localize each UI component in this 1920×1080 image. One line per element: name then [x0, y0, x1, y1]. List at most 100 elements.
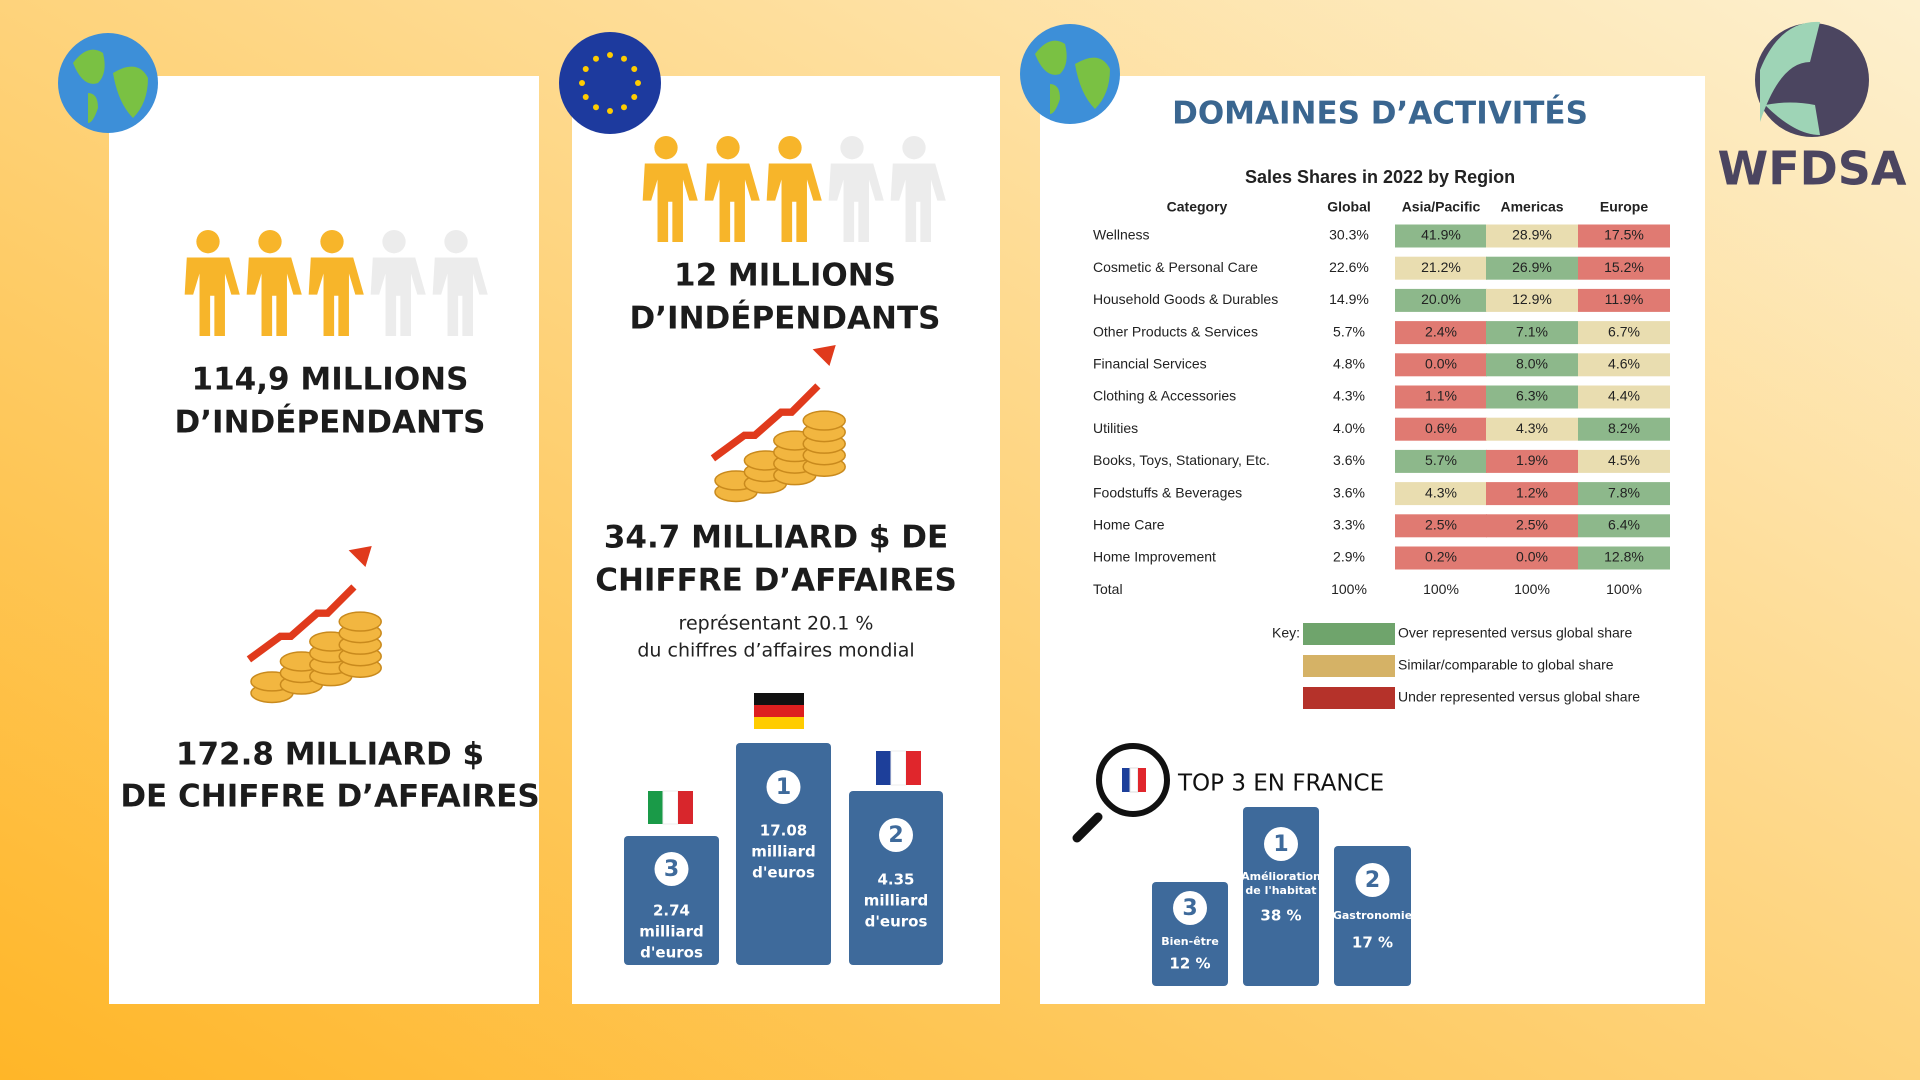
person-icon — [704, 136, 760, 242]
table-cell: 30.3% — [1329, 227, 1369, 243]
person-body — [246, 257, 302, 336]
note-text: représentant 20.1 % — [679, 613, 874, 635]
eu-star — [579, 80, 585, 86]
table-cell: 17.5% — [1604, 227, 1644, 243]
table-cell-bg — [1578, 288, 1670, 312]
podium-value: 12 % — [1169, 955, 1210, 973]
table-cell: Cosmetic & Personal Care — [1093, 259, 1258, 275]
person-head — [320, 230, 344, 254]
person-head — [382, 230, 406, 254]
table-cell: 2.9% — [1333, 549, 1365, 565]
table-cell: 4.3% — [1333, 388, 1365, 404]
rank-badge — [654, 852, 689, 886]
table-cell: 6.3% — [1516, 388, 1548, 404]
eu-star — [621, 104, 627, 111]
person-head — [840, 136, 864, 160]
table-cell-bg — [1578, 514, 1670, 538]
rank-number: 1 — [776, 775, 791, 800]
table-cell: Financial Services — [1093, 356, 1207, 372]
podium-bar — [1243, 807, 1319, 986]
podium-bar — [849, 791, 943, 965]
key-swatch — [1303, 687, 1395, 709]
table-header: Global — [1327, 199, 1371, 215]
table-cell-bg — [1578, 256, 1670, 280]
globe-icon — [1020, 24, 1120, 124]
podium-label: milliard — [751, 843, 815, 861]
growth-arrow — [710, 383, 821, 462]
eu-star — [631, 94, 638, 100]
table-cell-bg — [1486, 321, 1578, 345]
table-cell-bg — [1395, 288, 1487, 312]
person-head — [444, 230, 468, 254]
podium-bar — [1152, 882, 1228, 986]
rank-number: 3 — [1182, 896, 1197, 921]
headline: D’INDÉPENDANTS — [630, 301, 941, 337]
table-cell: 2.5% — [1425, 517, 1457, 533]
table-cell: 28.9% — [1512, 227, 1552, 243]
table-header: Americas — [1500, 199, 1563, 215]
headline: 12 MILLIONS — [674, 258, 896, 294]
table-cell-bg — [1578, 546, 1670, 570]
table-cell: 4.3% — [1516, 420, 1548, 436]
table-cell-bg — [1395, 256, 1487, 280]
magnifier-icon — [1072, 743, 1170, 843]
person-head — [716, 136, 740, 160]
table-cell-bg — [1578, 224, 1670, 248]
coin — [338, 611, 382, 632]
table-cell: 7.8% — [1608, 484, 1640, 500]
podium-label: milliard — [639, 923, 703, 941]
table-cell-bg — [1486, 449, 1578, 473]
table-cell-bg — [1486, 353, 1578, 377]
podium-label: d'euros — [865, 913, 928, 931]
eu-star — [631, 66, 638, 72]
revenue-text: 34.7 MILLIARD $ DE — [604, 520, 948, 556]
eu-star — [582, 66, 589, 72]
table-cell: 8.0% — [1516, 356, 1548, 372]
table-cell: 1.9% — [1516, 452, 1548, 468]
globe-land — [1075, 57, 1110, 109]
table-cell: 0.6% — [1425, 420, 1457, 436]
rank-number: 2 — [1365, 868, 1380, 893]
eu-star — [621, 55, 627, 62]
table-cell: 3.3% — [1333, 517, 1365, 533]
table-cell: Home Care — [1093, 517, 1165, 533]
rank-number: 2 — [888, 823, 903, 848]
podium-bar — [1334, 846, 1411, 986]
table-cell: 15.2% — [1604, 259, 1644, 275]
key-swatch — [1303, 623, 1395, 645]
table-cell: 5.7% — [1333, 323, 1365, 339]
eu-star — [635, 80, 641, 86]
table-cell: 3.6% — [1333, 484, 1365, 500]
person-icon — [246, 230, 302, 336]
table-header: Category — [1167, 199, 1228, 215]
logo-text: WFDSA — [1717, 142, 1906, 196]
person-body — [184, 257, 240, 336]
key-text: Similar/comparable to global share — [1398, 657, 1614, 673]
coins-icon — [246, 546, 382, 704]
table-cell: 5.7% — [1425, 452, 1457, 468]
table-cell: Foodstuffs & Beverages — [1093, 484, 1242, 500]
podium-label: Amélioration — [1241, 870, 1321, 883]
person-icon — [370, 230, 426, 336]
table-cell: 4.6% — [1608, 356, 1640, 372]
table-cell-bg — [1395, 546, 1487, 570]
france-title: TOP 3 EN FRANCE — [1177, 771, 1384, 797]
table-cell: 0.2% — [1425, 549, 1457, 565]
person-head — [196, 230, 220, 254]
table-header: Europe — [1600, 199, 1648, 215]
table-cell: Clothing & Accessories — [1093, 388, 1236, 404]
table-cell: 2.5% — [1516, 517, 1548, 533]
table-cell: 100% — [1514, 581, 1550, 597]
table-cell: 3.6% — [1333, 452, 1365, 468]
table-cell: Utilities — [1093, 420, 1138, 436]
rank-badge — [766, 770, 801, 804]
person-icon — [432, 230, 488, 336]
revenue-text: DE CHIFFRE D’AFFAIRES — [120, 779, 539, 815]
rank-badge — [1355, 863, 1390, 897]
eu-star — [607, 52, 613, 58]
coins-icon — [710, 345, 846, 503]
person-icon — [766, 136, 822, 242]
table-cell-bg — [1578, 321, 1670, 345]
table-cell: 12.9% — [1512, 291, 1552, 307]
